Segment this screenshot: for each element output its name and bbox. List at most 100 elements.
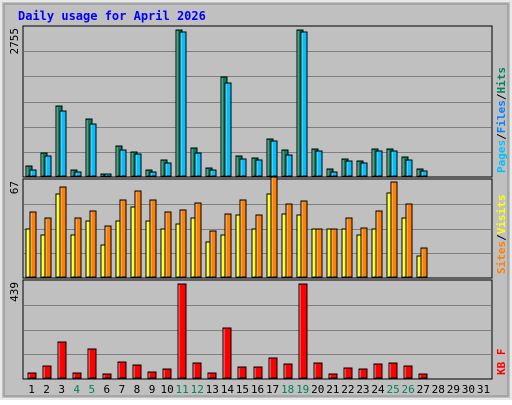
chart-panels: 2755Pages/Files/Hits67Sites/Visits439KB … [8, 25, 508, 380]
bar-fill [345, 217, 353, 278]
bar-fill [405, 203, 413, 278]
bar-bottom-kb-f-day-2 [42, 365, 52, 379]
bar-bottom-kb-f-day-21 [328, 373, 338, 379]
x-label-day-4: 4 [73, 383, 80, 396]
x-label-day-6: 6 [104, 383, 111, 396]
bar-fill [74, 171, 82, 177]
legend-part: / [495, 93, 508, 100]
bar-bottom-kb-f-day-23 [358, 368, 368, 379]
bar-middle-visits-day-3 [59, 186, 67, 278]
bar-fill [42, 365, 52, 379]
bar-top-files-day-23 [360, 162, 368, 177]
panel-middle: 67 Sites/Visits [8, 176, 508, 279]
bar-middle-visits-day-12 [194, 202, 202, 278]
bar-middle-visits-day-26 [405, 203, 413, 278]
bar-fill [162, 368, 172, 379]
bar-top-files-day-24 [375, 150, 383, 177]
bar-top-files-day-15 [239, 158, 247, 177]
bar-top-files-day-9 [149, 171, 157, 177]
bar-fill [255, 214, 263, 278]
bar-fill [29, 211, 37, 278]
bar-bottom-kb-f-day-13 [207, 372, 217, 379]
x-label-day-31: 31 [477, 383, 490, 396]
bar-fill [373, 363, 383, 379]
bar-middle-visits-day-11 [179, 209, 187, 278]
x-label-day-11: 11 [176, 383, 189, 396]
bar-top-files-day-2 [44, 155, 52, 177]
legend-part: Visits [495, 195, 508, 235]
bar-fill [420, 170, 428, 177]
panel-middle-ymax-label: 67 [8, 181, 21, 194]
bar-fill [194, 152, 202, 177]
legend-part: Files [495, 100, 508, 133]
bar-fill [328, 373, 338, 379]
bar-fill [390, 181, 398, 278]
bar-fill [87, 348, 97, 379]
bar-middle-visits-day-27 [420, 247, 428, 278]
bar-bottom-kb-f-day-22 [343, 367, 353, 379]
x-label-day-1: 1 [28, 383, 35, 396]
bar-fill [59, 110, 67, 177]
x-label-day-13: 13 [206, 383, 219, 396]
bar-fill [149, 199, 157, 278]
bar-bottom-kb-f-day-5 [87, 348, 97, 379]
bar-fill [44, 217, 52, 278]
bar-fill [209, 230, 217, 278]
bar-bottom-kb-f-day-18 [283, 363, 293, 379]
bar-fill [179, 209, 187, 278]
bar-fill [194, 202, 202, 278]
bar-middle-visits-day-4 [74, 217, 82, 278]
x-label-day-29: 29 [447, 383, 460, 396]
bar-middle-visits-day-10 [164, 211, 172, 278]
bar-fill [268, 357, 278, 379]
bar-bottom-kb-f-day-3 [57, 341, 67, 379]
bar-middle-visits-day-13 [209, 230, 217, 278]
bar-fill [89, 123, 97, 177]
bar-bottom-kb-f-day-19 [298, 283, 308, 379]
bar-fill [102, 373, 112, 379]
bar-fill [283, 363, 293, 379]
bar-fill [253, 366, 263, 379]
x-label-day-14: 14 [221, 383, 235, 396]
x-label-day-8: 8 [134, 383, 141, 396]
x-label-day-9: 9 [149, 383, 156, 396]
bar-fill [375, 210, 383, 278]
bar-bottom-kb-f-day-14 [222, 327, 232, 379]
bar-fill [147, 371, 157, 379]
bar-fill [164, 211, 172, 278]
bar-fill [192, 362, 202, 379]
bar-bottom-kb-f-day-24 [373, 363, 383, 379]
bar-top-files-day-22 [345, 160, 353, 177]
bar-middle-visits-day-1 [29, 211, 37, 278]
bar-fill [315, 228, 323, 278]
bar-fill [117, 361, 127, 379]
bar-middle-visits-day-20 [315, 228, 323, 278]
bar-fill [104, 173, 112, 177]
bar-fill [29, 169, 37, 177]
x-label-day-16: 16 [251, 383, 264, 396]
bar-fill [388, 362, 398, 379]
panel-top-legend: Pages/Files/Hits [495, 67, 508, 173]
bar-fill [330, 228, 338, 278]
bar-fill [74, 217, 82, 278]
bar-fill [255, 159, 263, 177]
bar-fill [239, 158, 247, 177]
bar-fill [285, 203, 293, 278]
bar-bottom-kb-f-day-4 [72, 372, 82, 379]
bar-middle-visits-day-23 [360, 227, 368, 278]
bar-fill [104, 225, 112, 278]
panel-bottom-ymax-label: 439 [8, 282, 21, 302]
bar-bottom-kb-f-day-25 [388, 362, 398, 379]
bar-top-files-day-5 [89, 123, 97, 177]
x-label-day-24: 24 [371, 383, 385, 396]
bar-top-files-day-3 [59, 110, 67, 177]
bar-top-files-day-11 [179, 31, 187, 177]
bar-fill [164, 162, 172, 177]
bar-fill [224, 82, 232, 177]
bar-fill [44, 155, 52, 177]
bar-fill [177, 283, 187, 379]
bar-fill [270, 176, 278, 278]
x-label-day-17: 17 [266, 383, 279, 396]
bar-top-files-day-21 [330, 171, 338, 177]
